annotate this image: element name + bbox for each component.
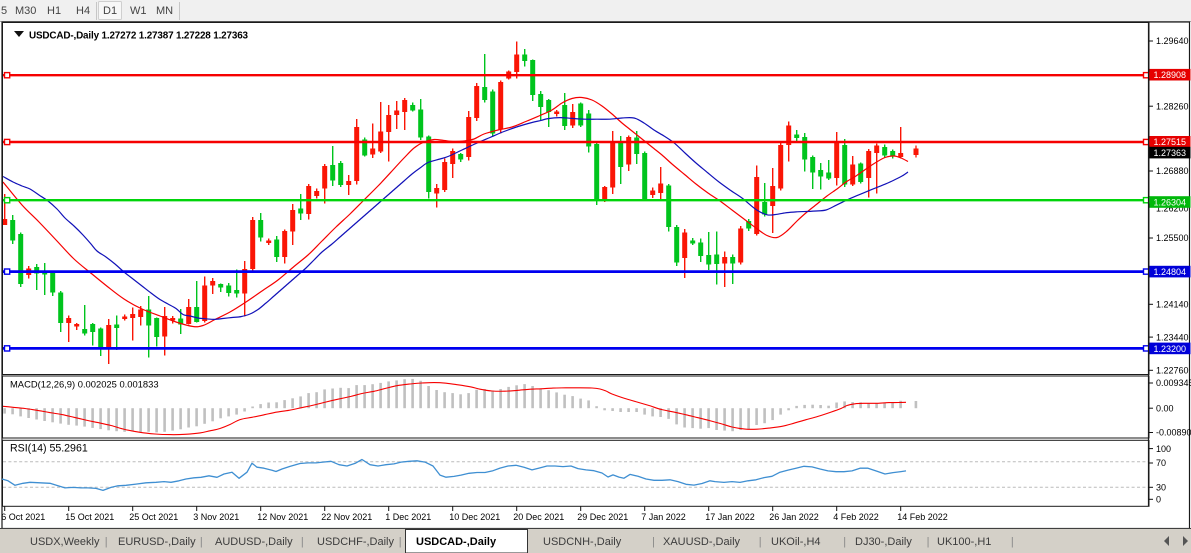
svg-text:H4: H4 [76,5,90,17]
svg-text:USDCNH-,Daily: USDCNH-,Daily [543,536,622,548]
svg-text:|: | [105,536,108,548]
svg-text:RSI(14) 55.2961: RSI(14) 55.2961 [10,443,88,455]
svg-text:|: | [843,536,846,548]
svg-text:1.26200: 1.26200 [1156,204,1189,214]
svg-text:USDX,Weekly: USDX,Weekly [30,536,100,548]
svg-text:USDCAD-,Daily: USDCAD-,Daily [416,536,497,548]
svg-text:3 Nov 2021: 3 Nov 2021 [193,512,239,522]
svg-text:1.22760: 1.22760 [1156,366,1189,376]
svg-text:MN: MN [156,5,173,17]
svg-text:MACD(12,26,9) 0.002025 0.00183: MACD(12,26,9) 0.002025 0.001833 [10,379,159,390]
svg-text:-0.00890: -0.00890 [1156,428,1191,438]
svg-text:UKOil-,H4: UKOil-,H4 [771,536,821,548]
svg-text:XAUUSD-,Daily: XAUUSD-,Daily [663,536,741,548]
svg-text:1.25500: 1.25500 [1156,233,1189,243]
svg-text:1.23440: 1.23440 [1156,332,1189,342]
svg-text:70: 70 [1156,458,1166,468]
svg-text:1.23200: 1.23200 [1154,344,1187,354]
svg-text:|: | [301,536,304,548]
svg-text:|: | [1011,536,1014,548]
svg-text:10 Dec 2021: 10 Dec 2021 [449,512,500,522]
svg-text:12 Nov 2021: 12 Nov 2021 [257,512,308,522]
svg-text:0.00: 0.00 [1156,403,1174,413]
svg-text:D1: D1 [103,5,117,17]
svg-text:1.27363: 1.27363 [1154,148,1187,158]
svg-text:1.28908: 1.28908 [1154,70,1187,80]
svg-text:|: | [652,536,655,548]
svg-text:14 Feb 2022: 14 Feb 2022 [897,512,948,522]
svg-text:USDCHF-,Daily: USDCHF-,Daily [317,536,395,548]
svg-text:100: 100 [1156,444,1171,454]
svg-text:6 Oct 2021: 6 Oct 2021 [1,512,45,522]
svg-text:H1: H1 [47,5,61,17]
svg-text:1.24804: 1.24804 [1154,267,1187,277]
svg-text:AUDUSD-,Daily: AUDUSD-,Daily [215,536,293,548]
svg-text:17 Jan 2022: 17 Jan 2022 [705,512,755,522]
svg-text:29 Dec 2021: 29 Dec 2021 [577,512,628,522]
svg-text:20 Dec 2021: 20 Dec 2021 [513,512,564,522]
svg-text:1.26304: 1.26304 [1154,197,1187,207]
svg-text:30: 30 [1156,483,1166,493]
svg-text:W1: W1 [130,5,147,17]
svg-text:4 Feb 2022: 4 Feb 2022 [833,512,879,522]
svg-text:1.29640: 1.29640 [1156,36,1189,46]
svg-text:UK100-,H1: UK100-,H1 [937,536,991,548]
svg-text:1.24140: 1.24140 [1156,300,1189,310]
svg-text:0: 0 [1156,495,1161,505]
svg-text:1 Dec 2021: 1 Dec 2021 [385,512,431,522]
svg-text:22 Nov 2021: 22 Nov 2021 [321,512,372,522]
svg-text:1.26880: 1.26880 [1156,166,1189,176]
svg-text:5: 5 [1,5,7,17]
svg-text:|: | [759,536,762,548]
svg-text:|: | [927,536,930,548]
svg-text:USDCAD-,Daily 1.27272 1.27387: USDCAD-,Daily 1.27272 1.27387 1.27228 1.… [29,31,249,42]
svg-text:7 Jan 2022: 7 Jan 2022 [641,512,686,522]
svg-text:0.009345: 0.009345 [1156,378,1191,388]
svg-text:M30: M30 [15,5,36,17]
svg-text:1.27515: 1.27515 [1154,137,1187,147]
svg-text:|: | [200,536,203,548]
svg-text:|: | [399,536,402,548]
svg-text:25 Oct 2021: 25 Oct 2021 [129,512,178,522]
svg-text:15 Oct 2021: 15 Oct 2021 [65,512,114,522]
svg-text:26 Jan 2022: 26 Jan 2022 [769,512,819,522]
svg-text:EURUSD-,Daily: EURUSD-,Daily [118,536,196,548]
svg-text:1.28260: 1.28260 [1156,101,1189,111]
svg-text:DJ30-,Daily: DJ30-,Daily [855,536,912,548]
